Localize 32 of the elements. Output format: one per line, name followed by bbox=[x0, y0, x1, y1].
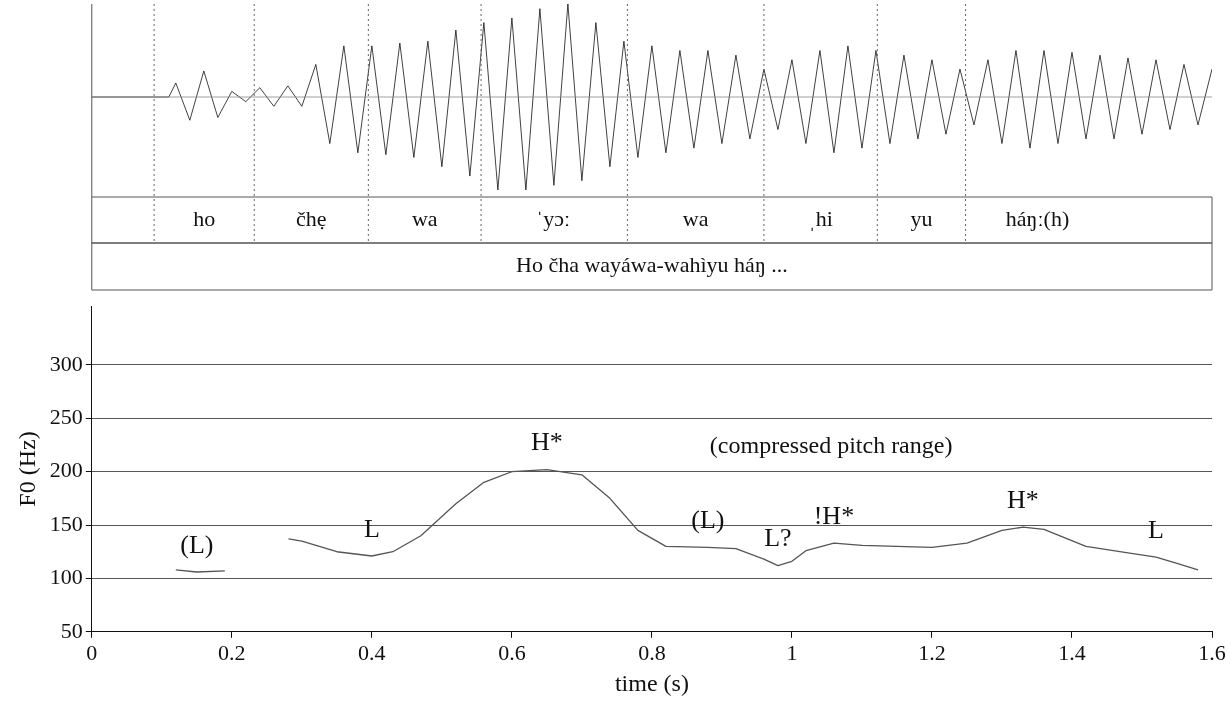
ref-line-label: ho bbox=[193, 205, 216, 231]
ref-line-label: čhẹ bbox=[296, 205, 327, 231]
x-tick-label: 0.2 bbox=[218, 639, 246, 665]
x-tick-label: 1 bbox=[786, 639, 798, 665]
y-axis-title: F0 (Hz) bbox=[13, 431, 40, 507]
y-tick-label: 50 bbox=[60, 617, 83, 643]
ref-line-label: háŋː(h) bbox=[1005, 205, 1070, 231]
annotation: H* bbox=[530, 427, 563, 457]
y-tick-label: 250 bbox=[49, 404, 83, 430]
x-tick-label: 0 bbox=[86, 639, 98, 665]
text: Ho čha wayáwa-wahìyu háŋ ... bbox=[516, 252, 788, 278]
annotation: (compressed pitch range) bbox=[709, 431, 953, 458]
y-tick-label: 100 bbox=[49, 564, 83, 590]
ref-line-label: wa bbox=[682, 205, 709, 231]
annotation: !H* bbox=[813, 501, 855, 531]
x-tick-label: 1.6 bbox=[1198, 639, 1226, 665]
y-tick-label: 200 bbox=[49, 457, 83, 483]
annotation: H* bbox=[1007, 485, 1039, 515]
annotation: L? bbox=[764, 523, 792, 553]
x-tick-label: 0.8 bbox=[638, 639, 666, 665]
ref-line-label: yu bbox=[910, 205, 933, 231]
x-tick-label: 1.4 bbox=[1058, 639, 1086, 665]
ref-line-label: wa bbox=[411, 205, 438, 231]
y-tick-label: 300 bbox=[49, 350, 83, 376]
x-tick-label: 0.4 bbox=[358, 639, 386, 665]
ref-line-label: ˈyɔː bbox=[535, 205, 571, 231]
x-axis-title: time (s) bbox=[614, 669, 689, 696]
x-tick-label: 1.2 bbox=[918, 639, 946, 665]
ref-line-label: ˌhi bbox=[808, 205, 833, 231]
x-tick-label: 0.6 bbox=[498, 639, 526, 665]
annotation: (L) bbox=[180, 529, 214, 559]
y-tick-label: 150 bbox=[49, 510, 83, 536]
